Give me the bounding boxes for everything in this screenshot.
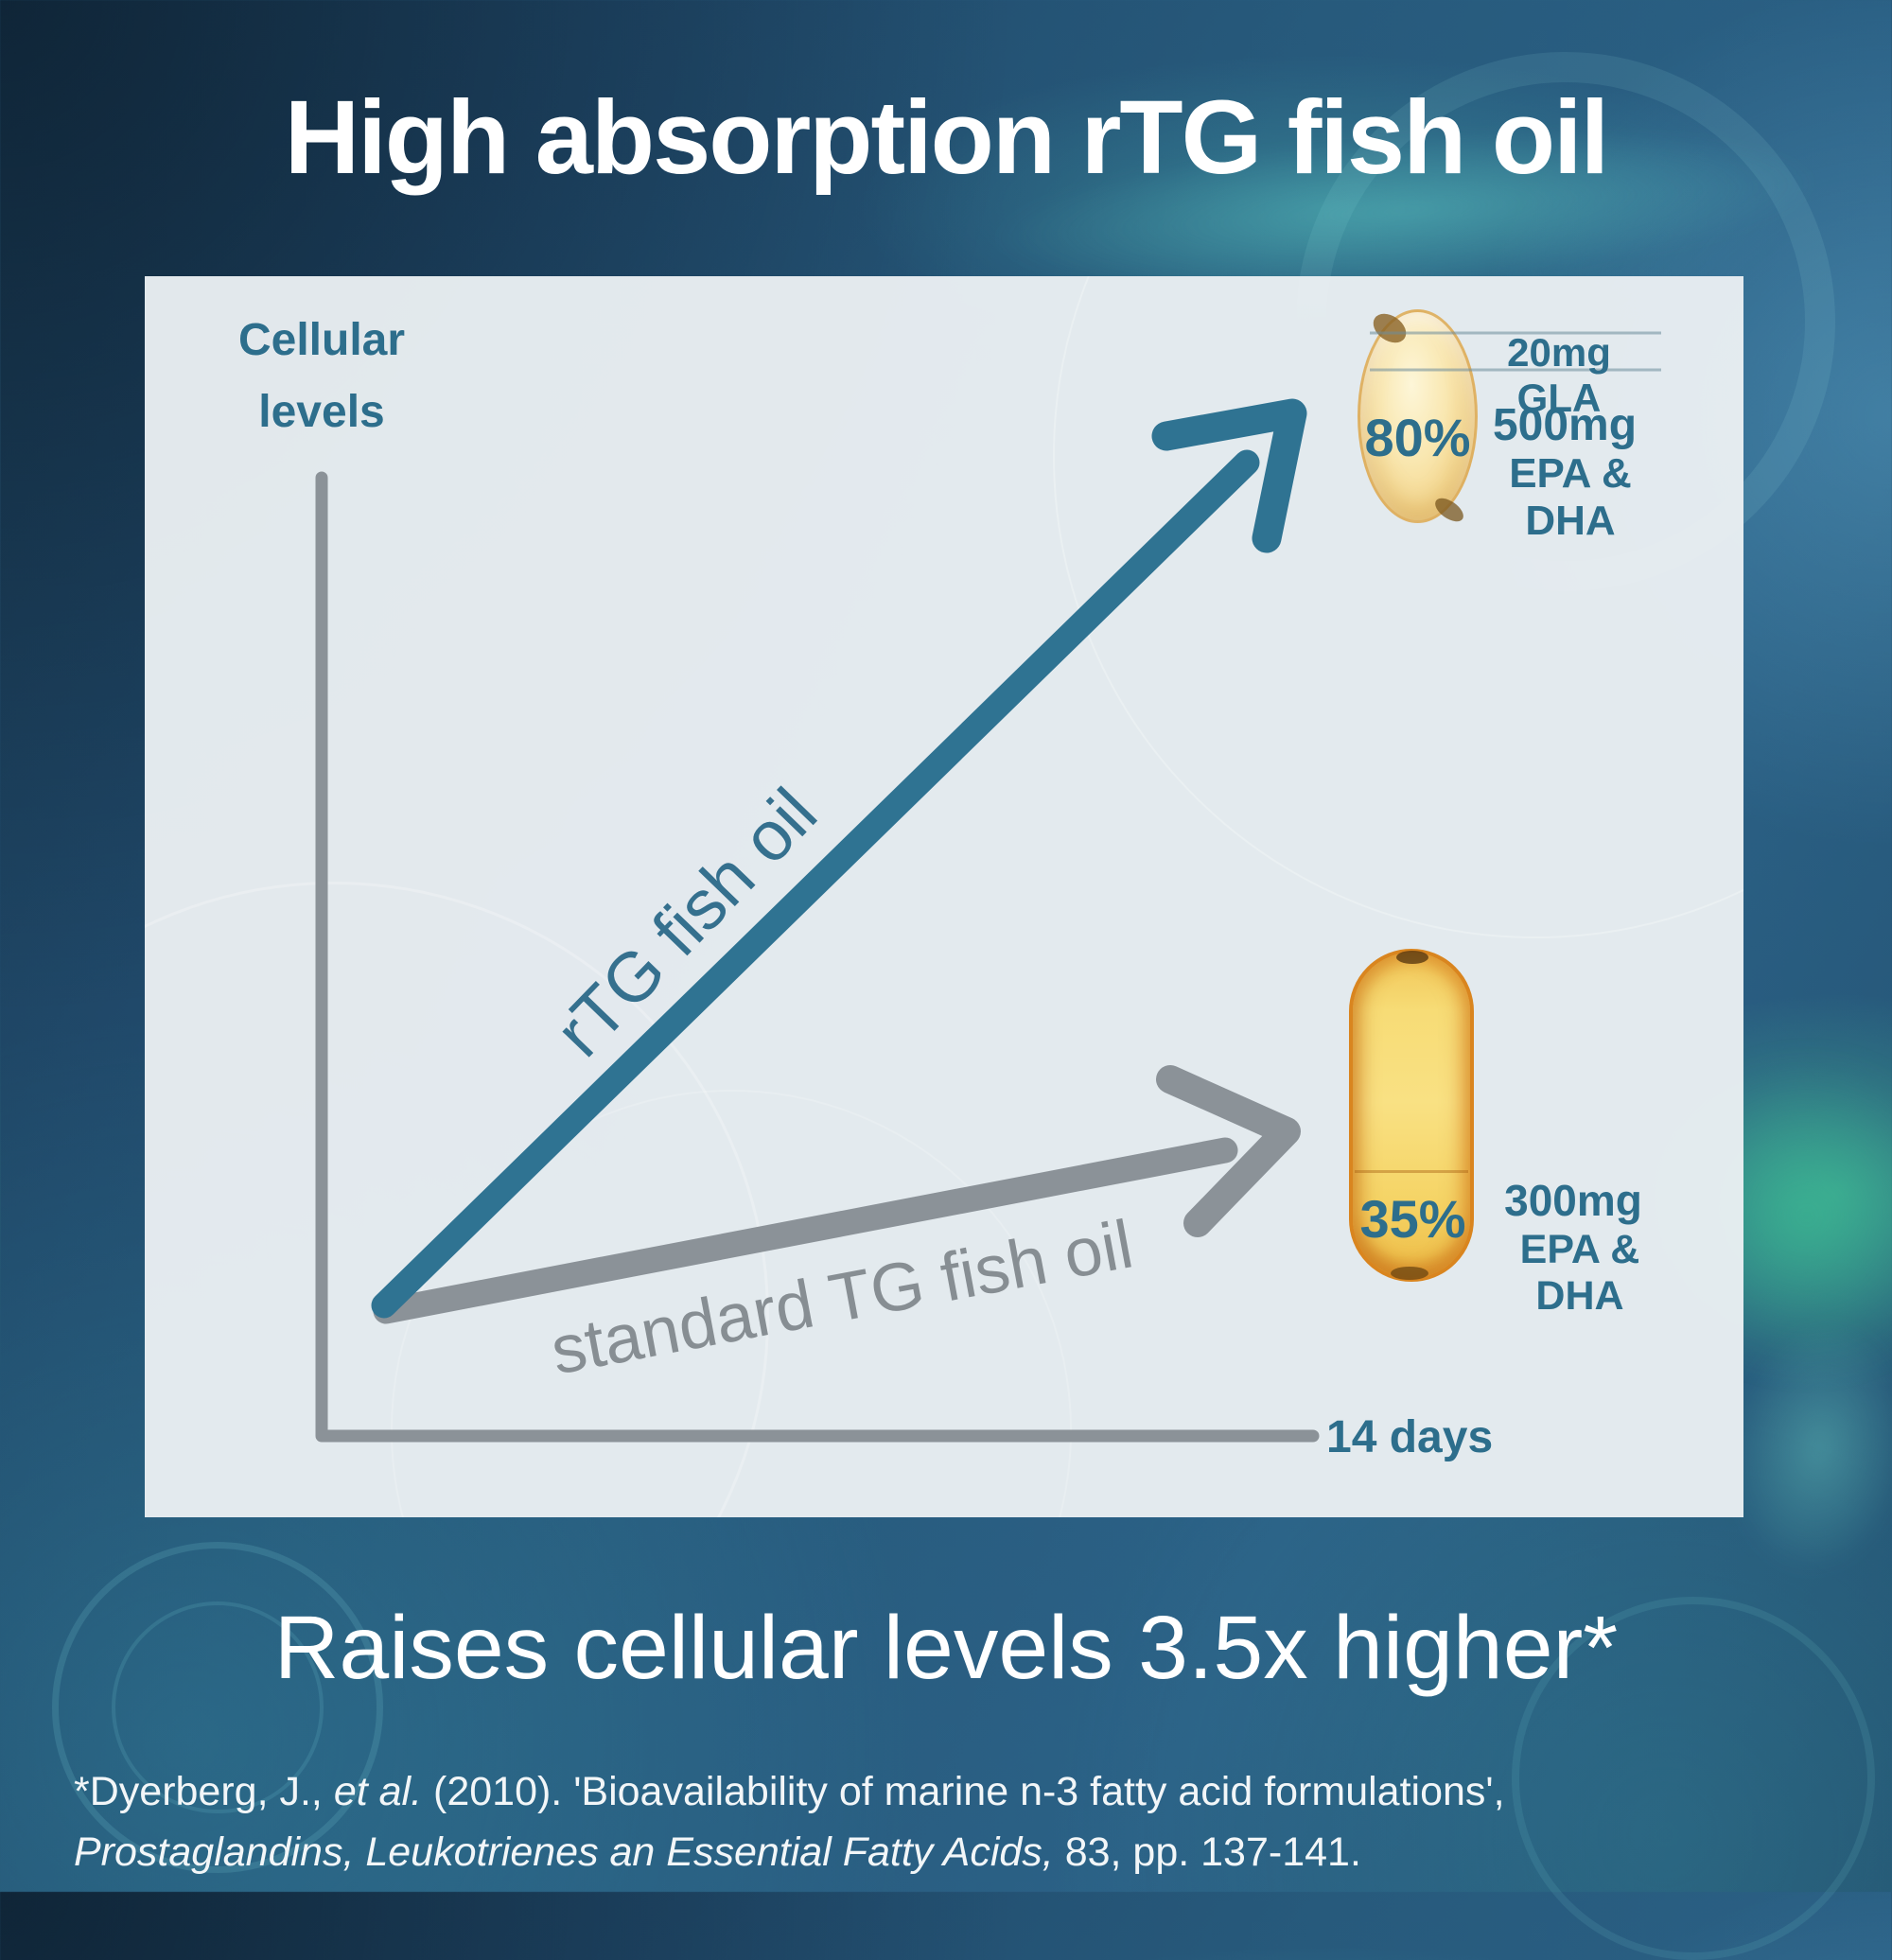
citation-et-al: et al. — [333, 1769, 423, 1814]
standard-epa-dha-dose: 300mg — [1504, 1176, 1642, 1225]
page-title: High absorption rTG fish oil — [284, 79, 1609, 196]
citation-pages: 83, pp. 137-141. — [1053, 1829, 1361, 1875]
rtg-capsule-image — [1358, 309, 1478, 523]
rtg-epa-dha-dose: 500mg — [1492, 400, 1638, 450]
rtg-absorption-percent: 80% — [1364, 408, 1471, 467]
citation-line1: *Dyerberg, J., et al. (2010). 'Bioavaila… — [74, 1761, 1833, 1822]
citation-journal: Prostaglandins, Leukotrienes an Essentia… — [74, 1829, 1054, 1875]
y-axis-label: Cellular levels — [225, 305, 418, 448]
y-axis-label-line2: levels — [258, 387, 385, 437]
tagline: Raises cellular levels 3.5x higher* — [273, 1598, 1619, 1698]
capsule-fill-line — [1355, 1170, 1468, 1173]
citation-title: (2010). 'Bioavailability of marine n-3 f… — [422, 1769, 1505, 1814]
rtg-gla-dose: 20mg GLA — [1507, 330, 1611, 420]
citation-line2: Prostaglandins, Leukotrienes an Essentia… — [74, 1822, 1833, 1882]
x-axis-label: 14 days — [1326, 1412, 1494, 1462]
y-axis-label-line1: Cellular — [237, 315, 406, 365]
standard-absorption-percent: 35% — [1359, 1189, 1466, 1249]
standard-capsule-image — [1349, 949, 1474, 1282]
citation-authors: *Dyerberg, J., — [74, 1769, 334, 1814]
standard-epa-dha-label: EPA & DHA — [1519, 1227, 1640, 1319]
rtg-epa-dha-label: EPA & DHA — [1509, 450, 1632, 544]
citation: *Dyerberg, J., et al. (2010). 'Bioavaila… — [74, 1761, 1833, 1882]
